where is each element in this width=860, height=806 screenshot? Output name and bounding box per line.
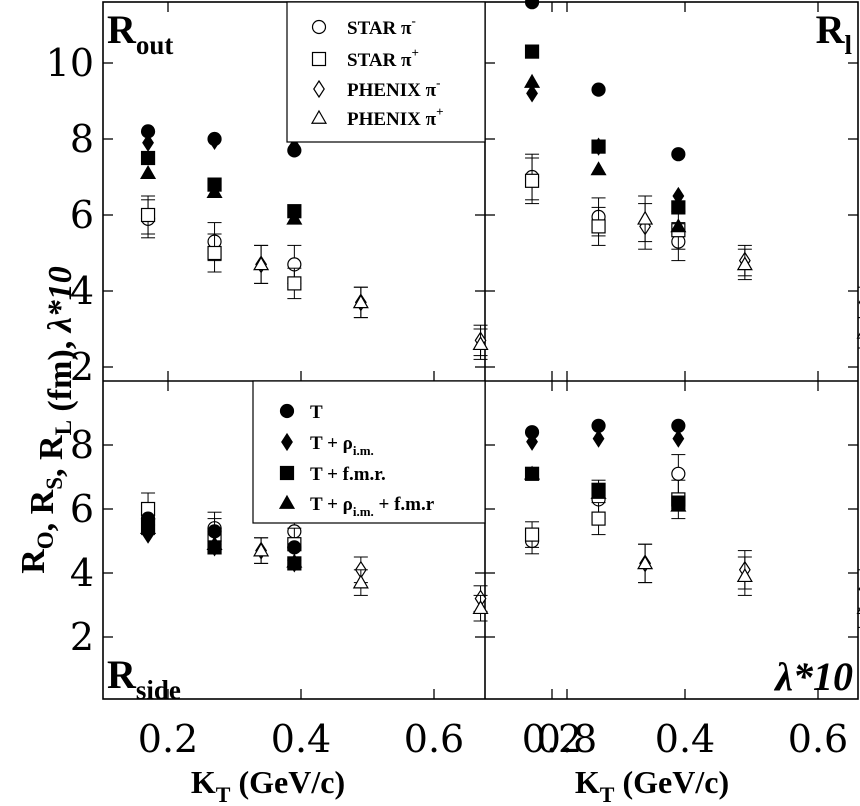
- data-point-square-open: [524, 173, 540, 188]
- x-tick-label: 0.4: [271, 717, 331, 761]
- data-point-circle-filled: [207, 524, 222, 539]
- x-tick-label: 0.8: [537, 717, 597, 761]
- panel-title-rlong: Rl: [816, 7, 853, 60]
- x-tick-label: 0.6: [788, 717, 848, 761]
- data-point-triangle-open: [637, 210, 654, 225]
- data-point-triangle-filled: [206, 535, 223, 551]
- data-point-square-open: [287, 276, 302, 291]
- panel-title-rside: Rside: [107, 652, 181, 705]
- data-point-triangle-filled: [206, 183, 223, 199]
- legend-data: STAR π- STAR π+ PHENIX π- PHENIX π+: [286, 1, 486, 143]
- data-point-triangle-open: [637, 555, 654, 570]
- data-point-triangle-filled: [590, 484, 607, 499]
- data-point-triangle-open: [352, 294, 369, 309]
- data-point-triangle-open: [472, 599, 489, 615]
- data-point-circle-filled: [591, 82, 606, 97]
- y-tick-label: 6: [70, 487, 94, 531]
- data-point-square-open: [140, 207, 156, 223]
- data-point-circle-filled: [287, 540, 302, 555]
- data-point-triangle-filled: [670, 497, 687, 512]
- data-point-circle-open: [671, 466, 686, 481]
- legend-model-box: [252, 380, 486, 524]
- x-axis-label: KT (GeV/c): [191, 764, 345, 806]
- data-point-square-filled: [591, 139, 606, 154]
- y-tick-label: 4: [70, 551, 94, 595]
- data-point-triangle-open: [352, 574, 369, 589]
- data-point-square-open: [524, 527, 540, 542]
- y-tick-label: 10: [46, 41, 94, 85]
- legend-label: T + ρi.m.: [310, 433, 374, 458]
- legend-marker-square-filled: [279, 465, 295, 481]
- data-point-triangle-open: [856, 607, 860, 615]
- data-point-diamond-filled: [142, 133, 154, 152]
- legend-label: PHENIX π+: [347, 104, 443, 130]
- x-tick-label: 0.2: [138, 717, 198, 761]
- legend-marker-square-open: [311, 51, 327, 67]
- data-point-diamond-filled: [526, 432, 538, 451]
- data-point-square-open: [591, 219, 606, 234]
- x-tick-label: 0.2: [522, 717, 582, 761]
- panel-rside: Rside: [107, 492, 489, 705]
- data-point-square-filled: [524, 44, 540, 59]
- data-point-triangle-open: [736, 567, 753, 583]
- data-point-triangle-open: [736, 256, 753, 271]
- data-point-square-open: [207, 245, 222, 261]
- legend-label: STAR π+: [347, 45, 419, 71]
- data-point-circle-filled: [671, 147, 686, 162]
- data-point-square-filled: [140, 150, 156, 166]
- legend-label: PHENIX π-: [347, 75, 440, 101]
- data-point-triangle-filled: [140, 519, 157, 535]
- data-point-diamond-filled: [288, 137, 301, 156]
- data-point-square-filled: [671, 200, 686, 215]
- panel-title-rout: Rout: [107, 7, 173, 60]
- legend-marker-triangle-open: [310, 109, 328, 124]
- y-tick-label: 2: [70, 615, 94, 659]
- legend-marker-diamond-open: [313, 79, 325, 99]
- y-axis-label: RO, RS, RL (fm), λ*10: [15, 266, 79, 574]
- data-point-triangle-open: [856, 332, 860, 339]
- panel-rlong: Rl: [524, 0, 860, 349]
- data-point-triangle-filled: [590, 161, 607, 176]
- panel-rout: Rout: [107, 7, 489, 360]
- panel-title-lambda: λ*10: [773, 654, 853, 699]
- legend-label: T: [310, 402, 323, 423]
- data-point-triangle-filled: [286, 210, 303, 225]
- legend-marker-circle-filled: [279, 403, 295, 419]
- x-tick-label: 0.6: [404, 717, 464, 761]
- data-point-diamond-filled: [672, 429, 685, 448]
- legend-label: T + ρi.m. + f.m.r: [310, 494, 435, 519]
- y-tick-label: 2: [70, 345, 94, 389]
- data-point-circle-filled: [524, 0, 540, 10]
- panel-lambda: λ*10: [524, 418, 860, 699]
- y-tick-label: 4: [70, 269, 94, 313]
- data-point-triangle-open: [472, 335, 489, 351]
- legend-label: STAR π-: [347, 13, 416, 39]
- legend-marker-triangle-filled: [278, 494, 296, 509]
- data-point-triangle-open: [253, 542, 270, 557]
- x-tick-label: 0.4: [655, 717, 715, 761]
- data-point-triangle-filled: [524, 73, 541, 88]
- legend-marker-circle-open: [311, 19, 327, 35]
- data-point-diamond-filled: [208, 131, 221, 151]
- data-point-square-open: [591, 511, 606, 526]
- y-tick-label: 8: [70, 423, 94, 467]
- legend-model: T T + ρi.m. T + f.m.r. T + ρi.m. + f.m.r: [252, 380, 486, 524]
- data-point-diamond-filled: [592, 429, 605, 448]
- legend-label: T + f.m.r.: [310, 464, 386, 485]
- data-point-diamond-filled: [526, 84, 538, 103]
- y-tick-label: 6: [70, 193, 94, 237]
- data-point-triangle-open: [253, 256, 270, 271]
- data-point-triangle-filled: [140, 164, 157, 180]
- legend-marker-diamond-filled: [281, 432, 293, 452]
- data-point-triangle-filled: [670, 218, 687, 233]
- x-axis-label: KT (GeV/c): [575, 764, 729, 806]
- data-point-triangle-filled: [286, 553, 303, 568]
- y-tick-label: 8: [70, 117, 94, 161]
- data-point-triangle-filled: [524, 465, 541, 480]
